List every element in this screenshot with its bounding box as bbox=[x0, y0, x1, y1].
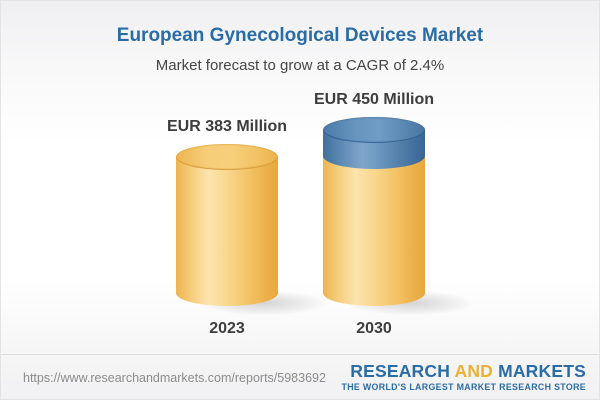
chart-subtitle: Market forecast to grow at a CAGR of 2.4… bbox=[155, 57, 445, 74]
researchandmarkets-logo: RESEARCH AND MARKETS THE WORLD'S LARGEST… bbox=[341, 361, 586, 393]
cylinder bbox=[176, 144, 278, 306]
growth-segment bbox=[323, 117, 425, 169]
logo-word-markets: MARKETS bbox=[498, 361, 586, 382]
bar-value-label: EUR 383 Million bbox=[166, 118, 288, 135]
footer: https://www.researchandmarkets.com/repor… bbox=[1, 354, 599, 399]
chart-title: European Gynecological Devices Market bbox=[116, 25, 484, 46]
cylinder bbox=[323, 117, 425, 306]
cylinder-body bbox=[176, 157, 278, 306]
cylinder-top-ellipse bbox=[176, 144, 278, 170]
logo-word-research: RESEARCH bbox=[350, 361, 451, 382]
logo-word-and: AND bbox=[454, 361, 493, 382]
chart-header: European Gynecological Devices Market Ma… bbox=[1, 1, 599, 74]
source-url: https://www.researchandmarkets.com/repor… bbox=[23, 370, 326, 385]
logo-wordmark: RESEARCH AND MARKETS bbox=[341, 361, 586, 382]
bar-value-label: EUR 450 Million bbox=[313, 91, 435, 108]
x-axis-label-2030: 2030 bbox=[356, 320, 392, 337]
logo-tagline: THE WORLD'S LARGEST MARKET RESEARCH STOR… bbox=[341, 382, 586, 393]
growth-segment-top-ellipse bbox=[323, 117, 425, 143]
x-axis-label-2023: 2023 bbox=[209, 320, 245, 337]
